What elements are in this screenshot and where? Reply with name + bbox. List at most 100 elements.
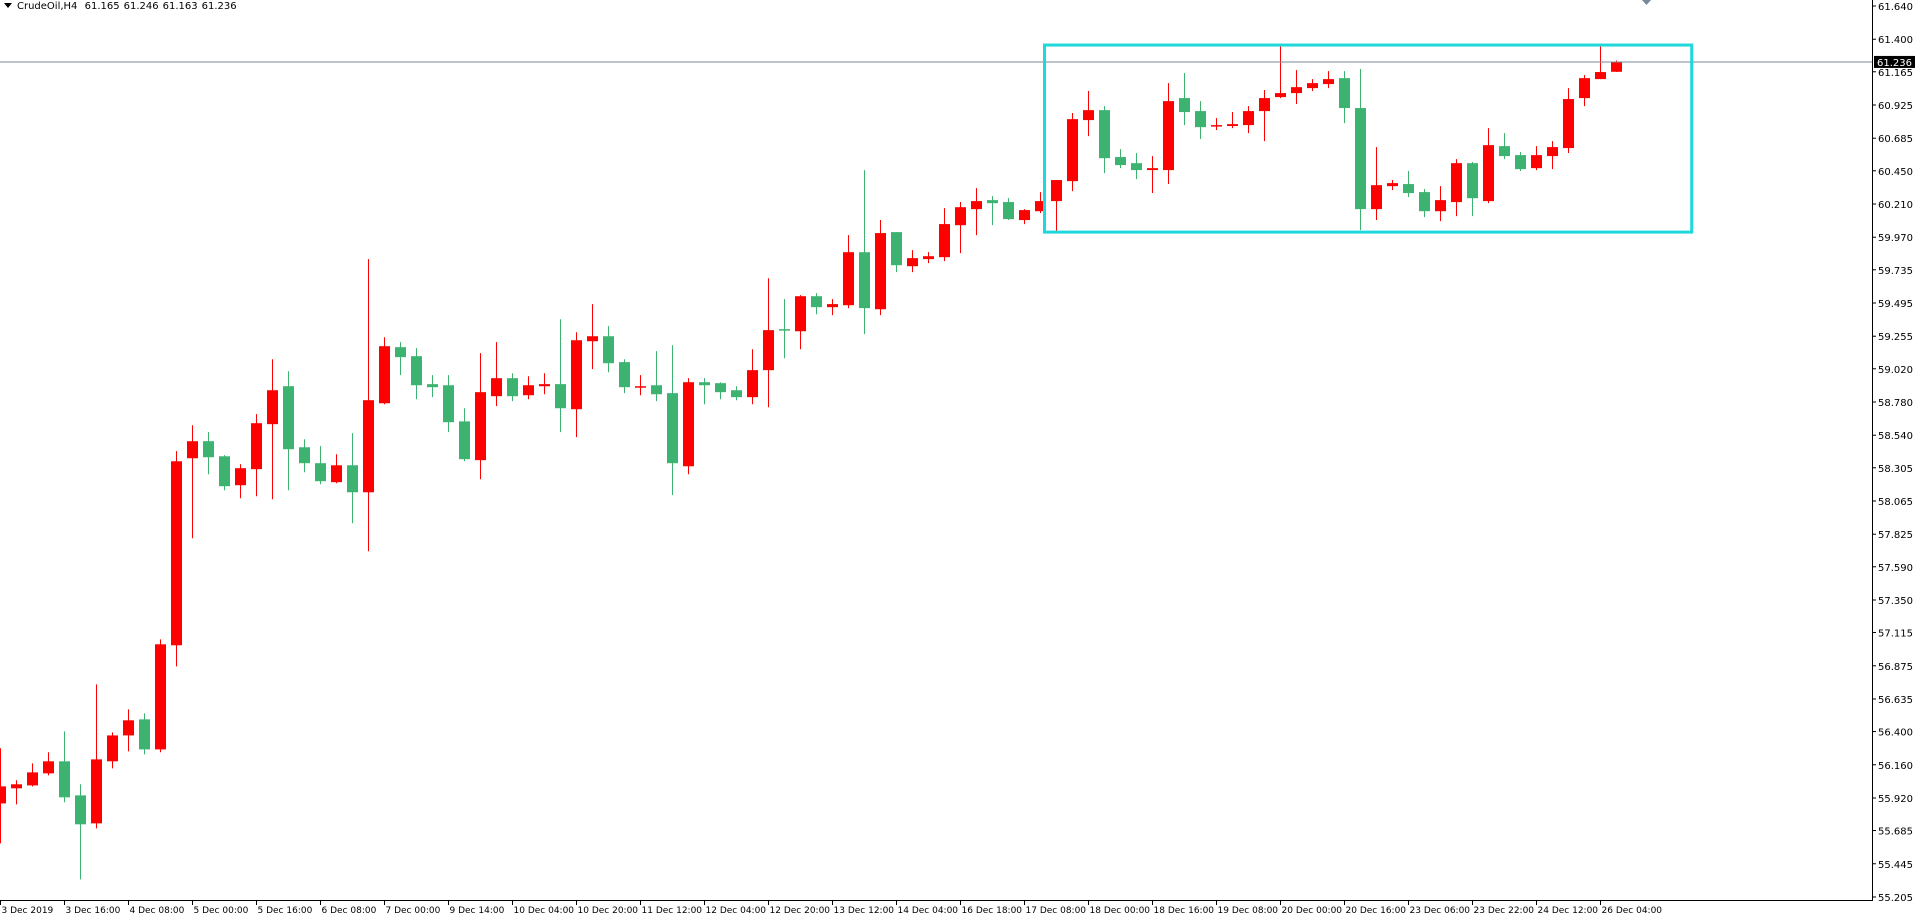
bear-candle: [1403, 171, 1414, 198]
candle-body: [363, 400, 374, 493]
candle-body: [555, 384, 566, 409]
chart-shift-triangle-down-icon[interactable]: [1642, 0, 1651, 5]
low-value: 61.163: [162, 1, 198, 12]
time-tick-label: 20 Dec 00:00: [1282, 906, 1343, 916]
candle-body: [347, 465, 358, 493]
bear-candle: [811, 293, 822, 315]
candle-body: [299, 447, 310, 464]
time-tick-label: 17 Dec 08:00: [1026, 906, 1087, 916]
bull-candle: [123, 709, 134, 752]
price-tick-label: 55.445: [1878, 860, 1913, 871]
time-tick-label: 16 Dec 18:00: [962, 906, 1023, 916]
candle-body: [203, 441, 214, 458]
bull-candle: [1547, 141, 1558, 170]
bear-candle: [1195, 101, 1206, 140]
price-tick-label: 61.165: [1878, 68, 1913, 79]
price-tick-label: 58.065: [1878, 497, 1913, 508]
open-value: 61.165: [84, 1, 120, 12]
candle-body: [1147, 168, 1158, 171]
price-tick-label: 57.350: [1878, 596, 1913, 607]
candle-body: [459, 421, 470, 460]
candle-body: [1195, 111, 1206, 128]
bull-candle: [683, 378, 694, 475]
bull-candle: [1019, 209, 1030, 225]
bear-candle: [987, 196, 998, 226]
time-tick-label: 3 Dec 2019: [2, 906, 54, 916]
bull-candle: [379, 337, 390, 405]
candle-body: [635, 386, 646, 388]
bull-candle: [363, 259, 374, 552]
price-axis[interactable]: 61.640 61.400 61.165 60.925 60.685 60.450 60.2…: [1872, 2, 1913, 904]
price-tick-label: 56.875: [1878, 662, 1913, 673]
candle-body: [1035, 201, 1046, 212]
candle-body: [539, 384, 550, 387]
bull-candle: [1243, 106, 1254, 134]
price-tick-label: 60.450: [1878, 167, 1913, 178]
bull-candle: [1435, 186, 1446, 222]
bear-candle: [1467, 162, 1478, 217]
price-tick-label: 55.685: [1878, 827, 1913, 838]
price-tick-label: 56.635: [1878, 695, 1913, 706]
bull-candle: [843, 235, 854, 309]
candle-body: [875, 233, 886, 310]
bull-candle: [1387, 180, 1398, 191]
bear-candle: [731, 386, 742, 401]
candle-body: [955, 207, 966, 226]
candle-body: [11, 784, 22, 789]
candle-body: [667, 393, 678, 464]
candle-body: [1339, 78, 1350, 109]
price-tick-label: 56.400: [1878, 728, 1913, 739]
bear-candle: [283, 371, 294, 491]
candle-body: [1611, 61, 1622, 72]
time-tick-label: 5 Dec 16:00: [258, 906, 313, 916]
bear-candle: [555, 319, 566, 433]
bull-candle: [1451, 159, 1462, 217]
candle-body: [235, 468, 246, 486]
time-axis[interactable]: 3 Dec 2019 3 Dec 16:00 4 Dec 08:00 5 Dec 00…: [0, 900, 1663, 916]
bull-candle: [267, 359, 278, 500]
candle-body: [155, 644, 166, 750]
bull-candle: [571, 332, 582, 438]
candle-body: [427, 384, 438, 388]
bull-candle: [331, 454, 342, 484]
candle-body: [699, 382, 710, 386]
bull-candle: [827, 299, 838, 316]
bull-candle: [11, 780, 22, 805]
bear-candle: [1499, 133, 1510, 160]
candle-body: [891, 232, 902, 266]
range-rectangle[interactable]: [1043, 43, 1694, 234]
candle-body: [1451, 163, 1462, 203]
candle-body: [1595, 72, 1606, 80]
bull-candle: [1483, 128, 1494, 204]
candle-body: [1467, 163, 1478, 199]
time-tick-label: 18 Dec 16:00: [1154, 906, 1215, 916]
bear-candle: [299, 439, 310, 473]
candle-body: [123, 720, 134, 736]
bear-candle: [427, 375, 438, 398]
bear-candle: [443, 375, 454, 433]
candle-body: [1067, 119, 1078, 182]
bear-candle: [315, 446, 326, 485]
candle-body: [1403, 184, 1414, 194]
time-tick-label: 23 Dec 06:00: [1410, 906, 1471, 916]
candle-body: [1051, 180, 1062, 202]
bull-candle: [0, 748, 6, 844]
bear-candle: [667, 345, 678, 496]
candle-body: [1291, 87, 1302, 94]
bull-candle: [1323, 71, 1334, 89]
candle-body: [1547, 147, 1558, 157]
candle-body: [1323, 79, 1334, 85]
time-tick-label: 10 Dec 20:00: [578, 906, 639, 916]
bear-candle: [1419, 189, 1430, 218]
candle-body: [331, 465, 342, 483]
candle-body: [491, 378, 502, 397]
candle-body: [1515, 155, 1526, 170]
candle-body: [251, 423, 262, 470]
price-tick-label: 57.590: [1878, 563, 1913, 574]
price-tick-label: 59.255: [1878, 332, 1913, 343]
price-tick-label: 59.735: [1878, 266, 1913, 277]
triangle-down-icon[interactable]: [4, 3, 12, 8]
candle-body: [1499, 146, 1510, 157]
time-tick-label: 3 Dec 16:00: [66, 906, 121, 916]
